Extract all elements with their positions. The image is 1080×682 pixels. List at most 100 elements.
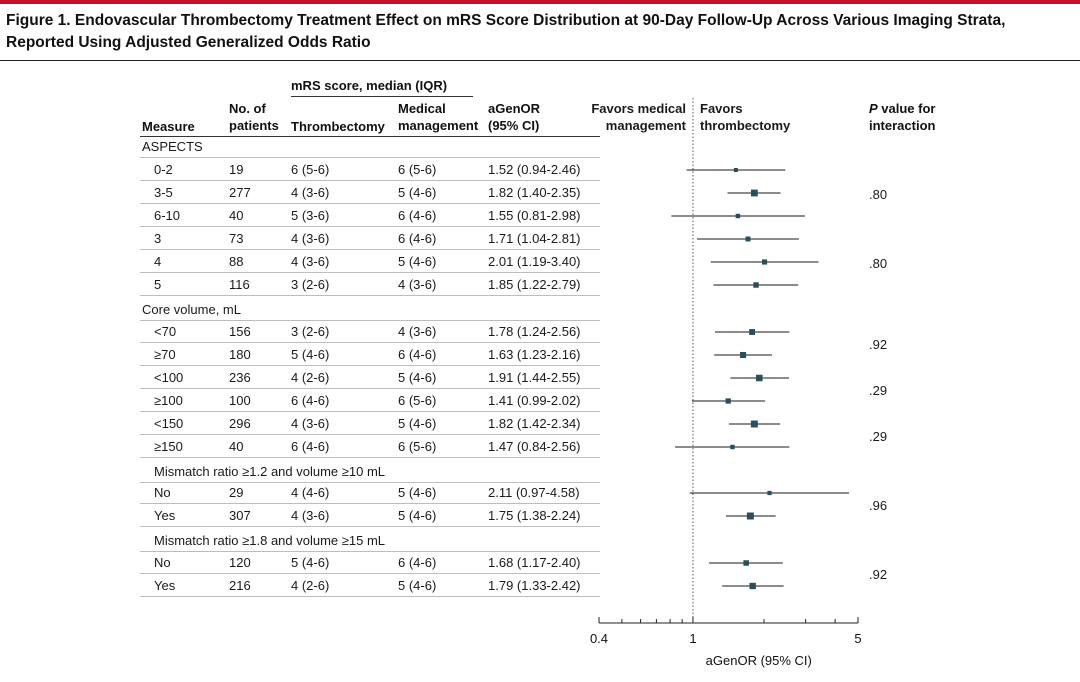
figure-title: Figure 1. Endovascular Thrombectomy Trea… — [6, 10, 1066, 54]
row-measure: ≥100 — [154, 393, 183, 408]
row-divider — [140, 388, 600, 389]
row-medical: 5 (4-6) — [398, 508, 437, 523]
row-medical: 5 (4-6) — [398, 485, 437, 500]
row-thrombectomy: 4 (2-6) — [291, 370, 330, 385]
agenor-header-line2: (95% CI) — [488, 118, 540, 133]
row-patients: 29 — [229, 485, 244, 500]
row-thrombectomy: 6 (5-6) — [291, 162, 330, 177]
title-divider — [0, 60, 1080, 61]
point-estimate-marker — [761, 259, 768, 265]
table-row: <150 296 4 (3-6) 5 (4-6) 1.82 (1.42-2.34) — [140, 412, 600, 435]
patients-header-line2: patients — [229, 118, 279, 133]
point-estimate-marker — [749, 582, 756, 590]
row-agenor: 1.52 (0.94-2.46) — [488, 162, 581, 177]
row-thrombectomy: 5 (4-6) — [291, 555, 330, 570]
row-measure: 4 — [154, 254, 162, 269]
pvalue: .80 — [869, 256, 888, 271]
point-estimate-marker — [756, 374, 763, 382]
figure-title-line2: Reported Using Adjusted Generalized Odds… — [6, 34, 371, 51]
row-patients: 116 — [229, 277, 250, 292]
favors-medical-line2: management — [605, 118, 686, 133]
row-measure: <150 — [154, 416, 184, 431]
row-medical: 5 (4-6) — [398, 185, 437, 200]
x-axis-label: aGenOR (95% CI) — [706, 653, 812, 668]
row-thrombectomy: 4 (4-6) — [291, 485, 330, 500]
row-thrombectomy: 4 (3-6) — [291, 508, 330, 523]
point-estimate-marker — [749, 329, 756, 335]
group-rule — [140, 482, 600, 483]
table-row: 0-2 19 6 (5-6) 6 (5-6) 1.52 (0.94-2.46) — [140, 158, 600, 181]
table-row: No 29 4 (4-6) 5 (4-6) 2.11 (0.97-4.58) — [140, 481, 600, 504]
pvalue: .29 — [869, 383, 888, 398]
row-measure: <70 — [154, 324, 177, 339]
row-medical: 5 (4-6) — [398, 578, 437, 593]
mrs-group-rule — [291, 96, 473, 97]
row-divider — [140, 295, 600, 296]
point-estimate-marker — [730, 444, 735, 450]
row-patients: 216 — [229, 578, 251, 593]
group-rule — [140, 551, 600, 552]
row-measure: ≥70 — [154, 347, 176, 362]
row-agenor: 1.41 (0.99-2.02) — [488, 393, 581, 408]
row-thrombectomy: 4 (2-6) — [291, 578, 330, 593]
row-thrombectomy: 5 (4-6) — [291, 347, 330, 362]
top-accent-bar — [0, 0, 1080, 4]
row-thrombectomy: 5 (3-6) — [291, 208, 330, 223]
medical-header: Medical management — [398, 100, 478, 134]
table-row: <100 236 4 (2-6) 5 (4-6) 1.91 (1.44-2.55) — [140, 366, 600, 389]
row-divider — [140, 342, 600, 343]
row-measure: 0-2 — [154, 162, 173, 177]
point-estimate-marker — [735, 213, 741, 219]
row-agenor: 1.78 (1.24-2.56) — [488, 324, 581, 339]
point-estimate-marker — [750, 189, 758, 197]
pvalue: .92 — [869, 337, 888, 352]
row-medical: 6 (4-6) — [398, 555, 437, 570]
row-medical: 6 (5-6) — [398, 439, 437, 454]
favors-thrombectomy-line1: Favors — [700, 101, 743, 116]
row-patients: 180 — [229, 347, 251, 362]
row-measure: 3-5 — [154, 185, 173, 200]
patients-header: No. of patients — [229, 100, 279, 134]
point-estimate-marker — [750, 420, 758, 428]
table-row: No 120 5 (4-6) 6 (4-6) 1.68 (1.17-2.40) — [140, 551, 600, 574]
row-agenor: 2.11 (0.97-4.58) — [488, 485, 580, 500]
row-measure: 6-10 — [154, 208, 181, 223]
row-medical: 6 (5-6) — [398, 393, 437, 408]
table-row: ≥150 40 6 (4-6) 6 (5-6) 1.47 (0.84-2.56) — [140, 435, 600, 458]
group-label: Mismatch ratio ≥1.8 and volume ≥15 mL — [154, 533, 386, 548]
table-row: 4 88 4 (3-6) 5 (4-6) 2.01 (1.19-3.40) — [140, 250, 600, 273]
group-label: ASPECTS — [142, 139, 203, 154]
row-thrombectomy: 4 (3-6) — [291, 185, 330, 200]
row-patients: 307 — [229, 508, 251, 523]
row-agenor: 1.47 (0.84-2.56) — [488, 439, 581, 454]
row-measure: 5 — [154, 277, 162, 292]
row-divider — [140, 596, 600, 597]
favors-medical-label: Favors medical management — [582, 100, 686, 134]
row-medical: 6 (4-6) — [398, 208, 437, 223]
table-row: <70 156 3 (2-6) 4 (3-6) 1.78 (1.24-2.56) — [140, 320, 600, 343]
table-row: Yes 307 4 (3-6) 5 (4-6) 1.75 (1.38-2.24) — [140, 504, 600, 527]
point-estimate-marker — [753, 282, 759, 288]
row-medical: 5 (4-6) — [398, 416, 437, 431]
row-thrombectomy: 6 (4-6) — [291, 393, 330, 408]
row-agenor: 1.68 (1.17-2.40) — [488, 555, 581, 570]
row-medical: 5 (4-6) — [398, 254, 437, 269]
pvalue: .29 — [869, 429, 888, 444]
table-row: ≥70 180 5 (4-6) 6 (4-6) 1.63 (1.23-2.16) — [140, 343, 600, 366]
row-divider — [140, 434, 600, 435]
row-agenor: 1.79 (1.33-2.42) — [488, 578, 581, 593]
row-agenor: 1.85 (1.22-2.79) — [488, 277, 581, 292]
row-agenor: 2.01 (1.19-3.40) — [488, 254, 581, 269]
group-label: Core volume, mL — [142, 302, 241, 317]
mrs-group-header: mRS score, median (IQR) — [291, 78, 448, 93]
pvalue: .96 — [869, 498, 888, 513]
agenor-header-line1: aGenOR — [488, 101, 541, 116]
table-row: 6-10 40 5 (3-6) 6 (4-6) 1.55 (0.81-2.98) — [140, 204, 600, 227]
row-divider — [140, 457, 600, 458]
row-medical: 6 (4-6) — [398, 347, 437, 362]
figure-title-line1: Figure 1. Endovascular Thrombectomy Trea… — [6, 12, 1006, 29]
pvalue: .80 — [869, 187, 888, 202]
row-medical: 6 (4-6) — [398, 231, 437, 246]
row-divider — [140, 365, 600, 366]
row-measure: <100 — [154, 370, 184, 385]
